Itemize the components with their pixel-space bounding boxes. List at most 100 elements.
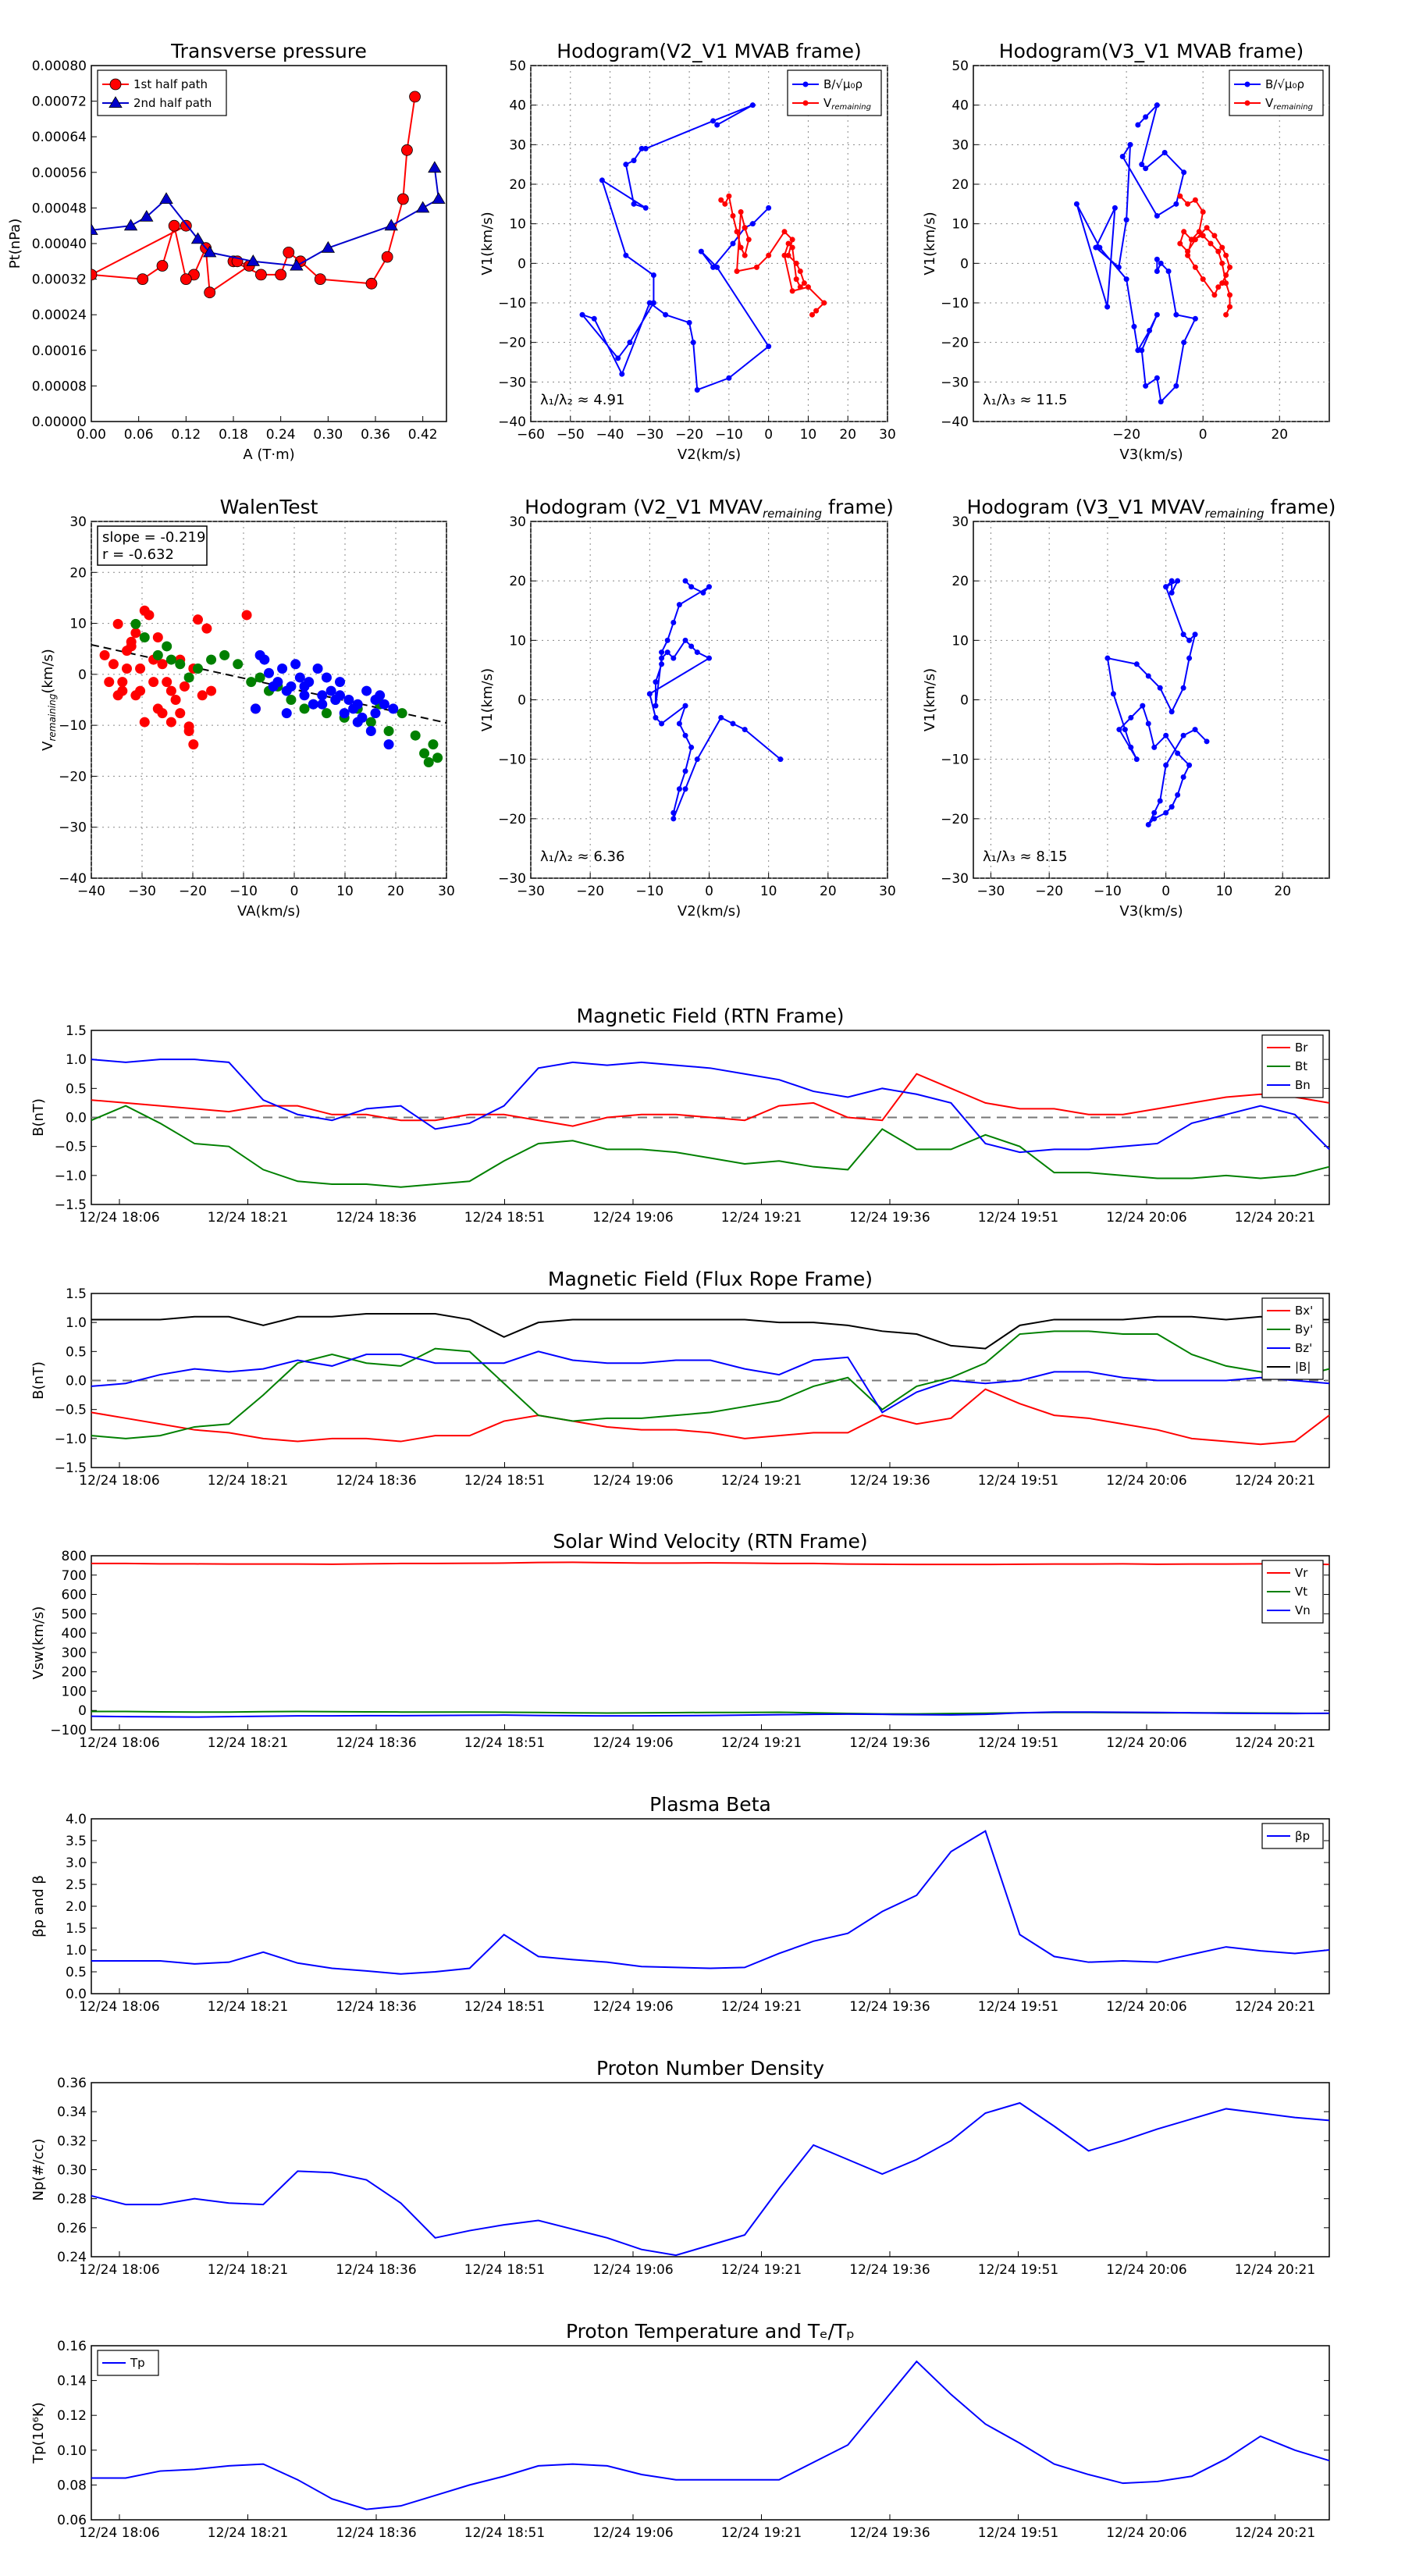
scatter-point [183,721,194,732]
y-axis-label: V1(km/s) [479,668,496,731]
data-point [1180,774,1186,781]
series-line [91,1388,1330,1446]
data-point [1175,750,1181,756]
data-point [781,252,788,258]
data-point [718,197,724,203]
data-point [1175,792,1181,798]
data-point [1112,205,1118,211]
data-point [91,223,98,235]
data-point [676,720,682,727]
x-tick-label: 12/24 20:06 [1106,2262,1186,2278]
data-point [1192,315,1198,322]
data-point [1115,264,1122,270]
x-tick-label: 0.06 [124,427,154,443]
data-point [676,602,682,608]
chart-title: WalenTest [220,496,318,518]
x-tick-label: −30 [517,884,545,899]
x-tick-label: 0.18 [219,427,248,443]
data-point [682,578,688,584]
y-tick-label: −30 [498,871,526,887]
scatter-point [206,685,217,696]
x-axis-label: V3(km/s) [1119,903,1183,920]
y-tick-label: −20 [941,812,969,827]
y-tick-label: −1.0 [55,1169,87,1184]
title-sub: remaining [763,507,822,521]
data-point [428,161,442,173]
x-tick-label: 12/24 18:51 [464,2525,545,2541]
data-point [781,229,788,235]
data-point [1093,244,1099,251]
data-point [1211,292,1218,298]
data-point [1186,637,1193,643]
y-tick-label: 0.00080 [32,59,87,74]
data-point [785,240,791,247]
y-tick-label: 600 [62,1588,87,1603]
x-tick-label: 12/24 19:51 [978,2525,1058,2541]
data-point [1157,685,1163,691]
scatter-point [170,695,181,705]
x-tick-label: 12/24 18:51 [464,2262,545,2278]
scatter-point [130,618,141,629]
plot-frame [91,1555,1330,1731]
stats-line: slope = -0.219 [102,529,205,546]
scatter-point [299,681,310,692]
scatter-point [299,690,310,701]
beta-panel: Plasma Beta 12/24 18:06 12/24 18:21 12/24 1… [30,1793,1330,2015]
data-point [682,703,688,709]
scatter-point [286,681,297,692]
legend-label: Bx' [1295,1304,1313,1318]
scatter-point [152,632,163,643]
data-point [785,252,791,258]
scatter-point [112,618,123,629]
y-tick-label: 10 [951,633,969,649]
plot-area [91,91,446,299]
x-tick-label: 0.36 [361,427,390,443]
x-tick-label: 12/24 19:06 [592,2525,673,2541]
data-point [714,264,720,270]
scatter-point [321,708,332,719]
x-tick-label: 12/24 19:36 [849,1473,930,1489]
x-tick-label: 12/24 19:36 [849,1999,930,2015]
y-tick-label: 20 [951,574,969,589]
y-tick-label: 20 [509,177,526,193]
scatter-point [254,672,265,683]
y-tick-label: 0.00056 [32,165,87,181]
x-tick-label: 0.12 [171,427,201,443]
scatter-point [162,677,173,688]
x-tick-label: 20 [1271,427,1288,443]
data-point [290,258,304,271]
x-tick-label: 0 [764,427,773,443]
data-point [638,145,645,151]
y-tick-label: 0 [78,667,87,683]
data-point [642,205,649,211]
y-tick-label: 0.5 [66,1344,87,1360]
x-tick-label: 12/24 19:51 [978,1735,1058,1751]
scatter-point [219,649,230,660]
x-tick-label: 12/24 19:06 [592,2262,673,2278]
scatter-point [308,699,318,710]
scatter-point [352,699,363,710]
scatter-point [383,739,394,750]
chart-title: Transverse pressure [170,40,367,62]
x-tick-label: 0.24 [266,427,296,443]
data-point [659,661,665,667]
scatter-point [144,610,155,621]
scatter-point [175,659,186,670]
data-point [1227,264,1233,270]
data-point [1131,323,1137,329]
x-tick-label: 12/24 20:06 [1106,1999,1186,2015]
y-axis-label: V1(km/s) [922,668,938,731]
scatter-point [286,695,297,705]
x-tick-label: −20 [1112,427,1140,443]
data-point [659,649,665,656]
data-point [180,273,192,286]
scatter-point [388,703,399,714]
scatter-point [370,708,381,719]
x-axis-label: VA(km/s) [237,903,301,920]
data-point [1168,578,1175,584]
data-point [246,254,260,266]
y-tick-label: 10 [69,617,87,632]
legend-label: Bn [1295,1078,1311,1092]
data-point [793,276,799,283]
legend-label: Vremaining [1265,96,1313,112]
